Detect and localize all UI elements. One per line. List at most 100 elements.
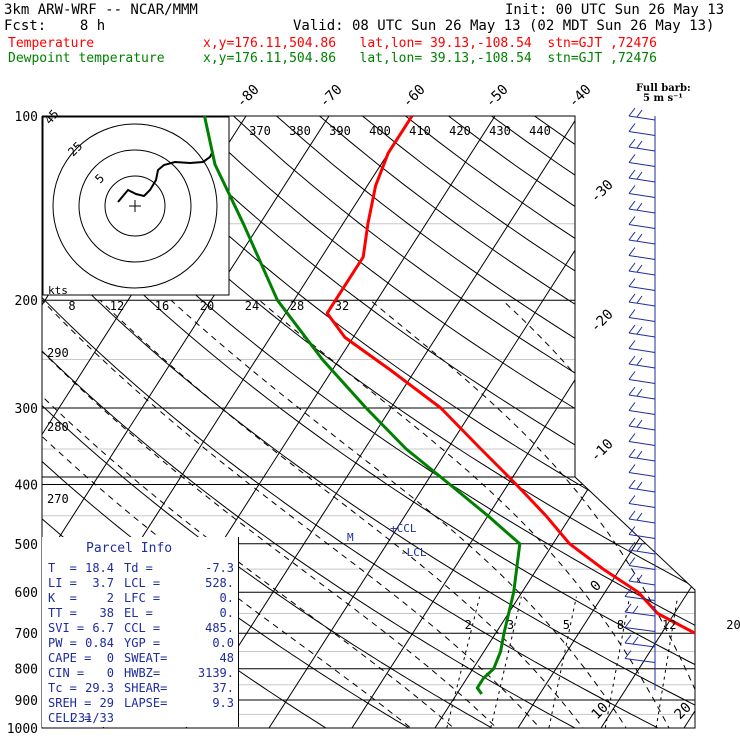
parcel-value: -7.3 [205, 561, 234, 575]
model-title: 3km ARW-WRF -- NCAR/MMM [4, 2, 198, 18]
mixing-ratio-label: 12 [662, 618, 676, 632]
parcel-value: 0. [219, 606, 234, 620]
parcel-value: 48 [219, 651, 234, 665]
isotherm-line [426, 116, 695, 728]
parcel-key: SREH = [48, 696, 92, 710]
pressure-tick-label: 700 [15, 627, 38, 642]
wind-barb [628, 224, 656, 229]
wind-barb-flag [636, 295, 643, 304]
wind-barb [628, 363, 656, 369]
wind-barb-flag [636, 109, 643, 118]
wind-barb-flag [628, 448, 636, 458]
dry-adiabat [42, 116, 695, 728]
wind-barb-flag [628, 464, 636, 473]
wind-barb [628, 580, 656, 586]
wind-barb-flag [628, 541, 636, 551]
wind-barb [628, 394, 656, 400]
barb-note-2: 5 m s⁻¹ [643, 93, 683, 104]
parcel-key: HWBZ= [124, 666, 161, 680]
dewpoint-profile [203, 116, 522, 695]
wind-barb [628, 410, 656, 415]
wind-barbs [624, 107, 656, 690]
profiles [203, 116, 695, 696]
parcel-key: LI = [48, 576, 77, 590]
theta-label-left: 290 [47, 346, 69, 360]
hodograph-axis-label: 12 [110, 299, 124, 313]
parcel-key: Tc = [48, 681, 77, 695]
parcel-value: 0.0 [212, 636, 234, 650]
hodograph-units: kts [48, 284, 68, 297]
wind-barb-flag [628, 572, 636, 582]
theta-label-left: 270 [47, 492, 69, 506]
dry-adiabat [233, 116, 695, 728]
wind-barb-flag [636, 543, 643, 552]
hodograph-trace [117, 152, 213, 203]
hodograph-axis-label: 28 [290, 299, 304, 313]
dry-adiabat [448, 116, 695, 728]
hodograph-ring [104, 175, 166, 237]
wind-barb [628, 270, 656, 276]
init-time: Init: 00 UTC Sun 26 May 13 [505, 2, 725, 18]
wind-barb-flag [628, 371, 636, 380]
theta-label-top: 370 [249, 124, 271, 138]
dry-adiabat [577, 116, 695, 728]
isotherm-line [592, 116, 695, 728]
parcel-key: CIN = [48, 666, 85, 680]
moist-adiabat [42, 299, 469, 728]
parcel-key: TT = [48, 606, 77, 620]
parcel-value: 29.3 [85, 681, 114, 695]
wind-barb-flag [624, 588, 632, 597]
hodograph-axis-label: 24 [245, 299, 259, 313]
wind-barb-flag [628, 262, 636, 272]
wind-barb [628, 549, 656, 555]
parcel-key: SVI = [48, 621, 85, 635]
wind-barb-flag [628, 185, 636, 194]
hodograph-ring [52, 123, 218, 289]
wind-barb-flag [636, 419, 643, 428]
parcel-value: 29 [99, 696, 114, 710]
isotherm-label: 10 [589, 700, 612, 723]
wind-barb-flag [628, 309, 636, 318]
moist-adiabat [258, 299, 677, 728]
dry-adiabat [491, 116, 695, 728]
wind-barb [628, 332, 656, 338]
plot-border [41, 115, 696, 729]
parcel-value: 18.4 [85, 561, 114, 575]
hodograph-axis-label: 16 [155, 299, 169, 313]
moist-adiabat [42, 299, 511, 728]
wind-barb-flag [628, 216, 636, 225]
pressure-tick-label: 900 [15, 694, 38, 709]
theta-label-top: 440 [529, 124, 551, 138]
parcel-value: 2 [106, 591, 114, 605]
parcel-value: 0. [219, 591, 234, 605]
mixing-ratio-line [655, 596, 679, 728]
wind-barb [628, 239, 656, 245]
pressure-tick-label: 200 [15, 294, 38, 309]
wind-barb [628, 115, 656, 121]
dry-adiabat [362, 116, 695, 728]
wind-barb [628, 146, 656, 152]
parcel-key: Td = [124, 561, 153, 575]
wind-barb-flag [628, 138, 636, 148]
moist-adiabat [99, 299, 594, 728]
moist-adiabat [170, 299, 635, 728]
pressure-tick-label: 500 [15, 538, 38, 553]
parcel-row: CELL = 231/33 [48, 711, 236, 726]
lcl-marker: -LCL [400, 546, 427, 559]
wind-barb-flag [636, 574, 643, 583]
wind-barb [628, 379, 656, 384]
pressure-tick-label: 600 [15, 586, 38, 601]
mixing-ratio-line [490, 596, 522, 728]
isotherm-label: -60 [400, 82, 429, 111]
wind-barb-flag [628, 526, 636, 535]
wind-barb-flag [636, 357, 643, 366]
wind-barb [628, 255, 656, 260]
wind-barb-flag [632, 636, 639, 645]
dewpoint-legend: Dewpoint temperature [8, 51, 165, 66]
wind-barb-flag [628, 200, 636, 210]
wind-barb-flag [628, 557, 636, 566]
parcel-value: 0 [106, 651, 114, 665]
temperature-profile [325, 116, 695, 696]
